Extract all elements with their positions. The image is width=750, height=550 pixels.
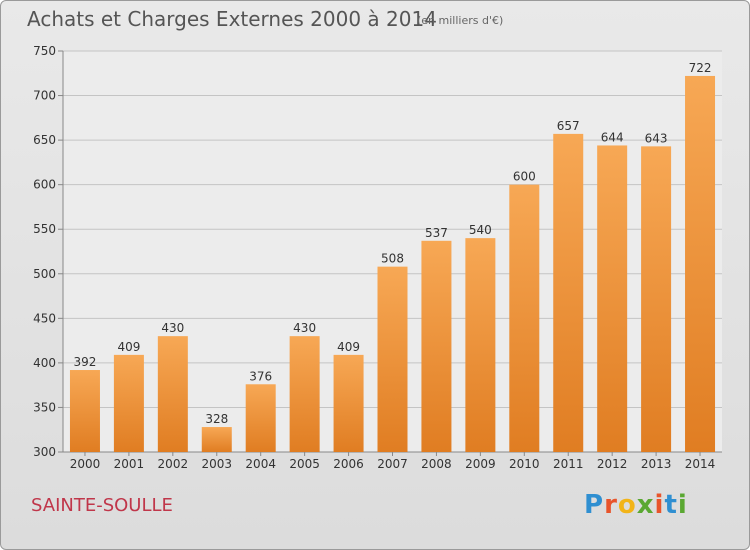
bar bbox=[685, 75, 716, 452]
x-tick-label: 2014 bbox=[685, 457, 716, 471]
bar bbox=[289, 336, 320, 452]
chart-title: Achats et Charges Externes 2000 à 2014 bbox=[27, 7, 437, 31]
x-tick-label: 2009 bbox=[465, 457, 496, 471]
y-tick-label: 300 bbox=[33, 445, 56, 459]
chart-subtitle: (en milliers d'€) bbox=[417, 14, 504, 27]
x-tick-label: 2002 bbox=[158, 457, 189, 471]
x-tick-label: 2003 bbox=[201, 457, 232, 471]
bar bbox=[69, 370, 100, 452]
data-label: 657 bbox=[557, 119, 580, 133]
y-tick-label: 750 bbox=[33, 44, 56, 58]
logo-letter: t bbox=[664, 490, 678, 520]
x-tick-label: 2004 bbox=[245, 457, 276, 471]
data-label: 430 bbox=[161, 321, 184, 335]
bar bbox=[641, 146, 672, 453]
x-tick-label: 2010 bbox=[509, 457, 540, 471]
data-label: 328 bbox=[205, 412, 228, 426]
y-tick-label: 700 bbox=[33, 89, 56, 103]
data-label: 537 bbox=[425, 226, 448, 240]
y-tick-label: 650 bbox=[33, 133, 56, 147]
data-label: 409 bbox=[337, 340, 360, 354]
bar bbox=[377, 266, 408, 452]
y-tick-label: 550 bbox=[33, 222, 56, 236]
bar bbox=[509, 184, 540, 452]
logo-letter: i bbox=[654, 490, 665, 520]
data-label: 392 bbox=[74, 355, 97, 369]
x-tick-label: 2011 bbox=[553, 457, 584, 471]
proxiti-logo: Proxiti bbox=[584, 490, 688, 520]
bar bbox=[157, 336, 188, 452]
bar bbox=[421, 240, 452, 452]
bar bbox=[553, 133, 584, 452]
logo-letter: i bbox=[677, 490, 688, 520]
logo-letter: x bbox=[636, 490, 655, 520]
y-tick-label: 400 bbox=[33, 356, 56, 370]
y-tick-label: 600 bbox=[33, 178, 56, 192]
data-label: 643 bbox=[645, 131, 668, 145]
x-tick-label: 2001 bbox=[114, 457, 145, 471]
data-label: 540 bbox=[469, 223, 492, 237]
x-tick-label: 2007 bbox=[377, 457, 408, 471]
y-tick-label: 500 bbox=[33, 267, 56, 281]
bar bbox=[465, 238, 496, 452]
x-tick-label: 2012 bbox=[597, 457, 628, 471]
bar bbox=[333, 354, 364, 452]
x-tick-label: 2013 bbox=[641, 457, 672, 471]
data-label: 430 bbox=[293, 321, 316, 335]
data-label: 600 bbox=[513, 170, 536, 184]
y-tick-label: 450 bbox=[33, 311, 56, 325]
logo-letter: P bbox=[584, 490, 605, 520]
y-tick-label: 350 bbox=[33, 400, 56, 414]
bar bbox=[597, 145, 628, 453]
x-tick-label: 2000 bbox=[70, 457, 101, 471]
logo-letter: o bbox=[617, 490, 637, 520]
x-tick-label: 2005 bbox=[289, 457, 320, 471]
data-label: 644 bbox=[601, 130, 624, 144]
data-label: 722 bbox=[689, 61, 712, 75]
x-tick-label: 2008 bbox=[421, 457, 452, 471]
commune-name: SAINTE-SOULLE bbox=[31, 495, 173, 516]
data-label: 409 bbox=[117, 340, 140, 354]
bar bbox=[113, 354, 144, 452]
x-tick-label: 2006 bbox=[333, 457, 364, 471]
bar bbox=[245, 384, 276, 452]
data-label: 508 bbox=[381, 252, 404, 266]
logo-letter: r bbox=[604, 490, 618, 520]
bar bbox=[201, 427, 232, 452]
data-label: 376 bbox=[249, 369, 272, 383]
